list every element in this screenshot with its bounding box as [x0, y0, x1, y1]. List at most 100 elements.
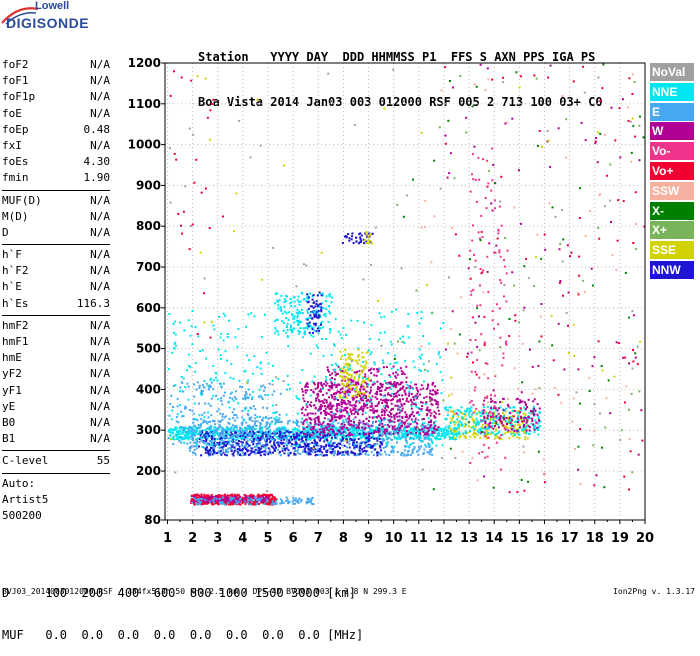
echo-point — [319, 429, 321, 431]
echo-point — [404, 430, 406, 432]
echo-point — [466, 410, 468, 412]
echo-point — [491, 400, 493, 402]
echo-point — [292, 447, 294, 449]
echo-point — [478, 429, 480, 431]
echo-point — [425, 401, 427, 403]
echo-point — [336, 384, 338, 386]
echo-point — [487, 415, 489, 417]
echo-point — [252, 496, 254, 498]
echo-point — [413, 421, 415, 423]
echo-point — [376, 443, 378, 445]
echo-point — [408, 418, 410, 420]
echo-point — [237, 452, 239, 454]
echo-point — [220, 502, 222, 504]
echo-point — [381, 418, 383, 420]
echo-point — [339, 368, 341, 370]
echo-point — [465, 430, 467, 432]
echo-point — [306, 430, 308, 432]
echo-point — [309, 433, 311, 435]
echo-point — [398, 400, 400, 402]
echo-point — [299, 331, 301, 333]
echo-point — [320, 431, 322, 433]
echo-point — [434, 437, 436, 439]
echo-point — [300, 432, 302, 434]
echo-point — [331, 373, 333, 375]
echo-point — [329, 385, 331, 387]
echo-point — [272, 412, 274, 414]
echo-point — [207, 501, 209, 503]
echo-point — [295, 445, 297, 447]
echo-point — [347, 451, 349, 453]
echo-point — [400, 387, 402, 389]
echo-point — [288, 440, 290, 442]
echo-point — [394, 425, 396, 427]
echo-point — [461, 422, 463, 424]
echo-point — [379, 447, 381, 449]
echo-point — [258, 503, 260, 505]
echo-point — [345, 359, 347, 361]
echo-point — [311, 434, 313, 436]
echo-point — [219, 498, 221, 500]
echo-point — [484, 426, 486, 428]
echo-point — [490, 398, 492, 400]
echo-point — [340, 396, 342, 398]
echo-point — [287, 501, 289, 503]
echo-point — [415, 395, 417, 397]
echo-point — [288, 455, 290, 457]
echo-point — [224, 494, 226, 496]
echo-point — [304, 332, 306, 334]
echo-point — [375, 405, 377, 407]
echo-point — [432, 431, 434, 433]
echo-point — [377, 371, 379, 373]
echo-point — [516, 436, 518, 438]
echo-point — [313, 302, 315, 304]
echo-point — [365, 440, 367, 442]
echo-point — [397, 390, 399, 392]
echo-point — [475, 433, 477, 435]
echo-point — [349, 408, 351, 410]
echo-point — [374, 363, 376, 365]
echo-point — [402, 417, 404, 419]
echo-point — [196, 503, 198, 505]
echo-point — [237, 453, 239, 455]
echo-point — [508, 406, 510, 408]
echo-point — [334, 382, 336, 384]
echo-point — [412, 411, 414, 413]
echo-point — [317, 295, 319, 297]
echo-point — [322, 326, 324, 328]
echo-point — [355, 401, 357, 403]
echo-point — [530, 423, 532, 425]
echo-point — [359, 422, 361, 424]
echo-point — [511, 419, 513, 421]
echo-point — [511, 428, 513, 430]
echo-point — [309, 314, 311, 316]
echo-point — [287, 336, 289, 338]
echo-point — [386, 366, 388, 368]
echo-point — [368, 377, 370, 379]
echo-point — [353, 423, 355, 425]
echo-point — [255, 497, 257, 499]
echo-point — [285, 300, 287, 302]
echo-point — [321, 384, 323, 386]
echo-point — [408, 395, 410, 397]
echo-point — [217, 496, 219, 498]
echo-point — [457, 409, 459, 411]
echo-point — [457, 414, 459, 416]
echo-point — [309, 404, 311, 406]
echo-point — [297, 413, 299, 415]
echo-point — [342, 402, 344, 404]
echo-point — [194, 449, 196, 451]
echo-point — [334, 378, 336, 380]
echo-point — [492, 413, 494, 415]
echo-point — [417, 454, 419, 456]
echo-point — [406, 442, 408, 444]
echo-point — [217, 427, 219, 429]
echo-point — [231, 450, 233, 452]
echo-point — [475, 424, 477, 426]
echo-point — [304, 400, 306, 402]
echo-point — [262, 434, 264, 436]
echo-point — [253, 355, 255, 357]
echo-point — [345, 431, 347, 433]
echo-point — [389, 415, 391, 417]
echo-point — [286, 444, 288, 446]
